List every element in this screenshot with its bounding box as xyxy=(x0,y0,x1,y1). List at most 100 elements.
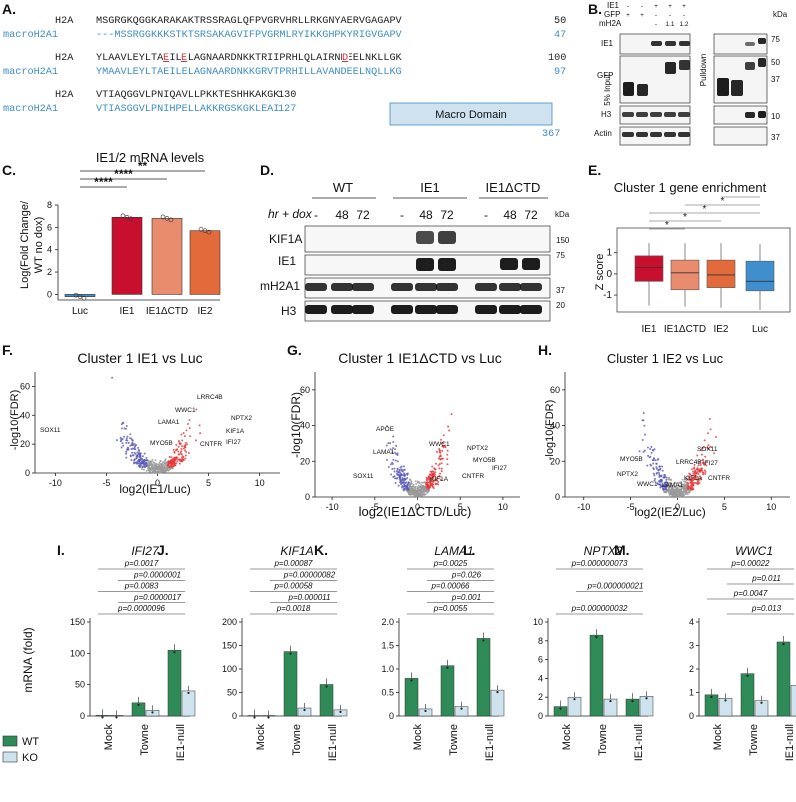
volcano-point xyxy=(672,488,675,491)
volcano-point xyxy=(408,484,411,487)
volcano-point xyxy=(703,439,706,442)
volcano-point xyxy=(668,486,671,489)
volcano-point xyxy=(402,465,405,468)
volcano-point xyxy=(145,456,148,459)
volcano-point xyxy=(683,494,686,497)
volcano-point xyxy=(700,453,703,456)
volcano-point xyxy=(170,467,173,470)
volcano-gene-label: WWC1 xyxy=(429,441,450,448)
b-ie1-sign: + xyxy=(682,3,686,10)
volcano-point xyxy=(703,463,706,466)
point-wt xyxy=(595,636,598,639)
volcano-point xyxy=(412,483,415,486)
volcano-point xyxy=(181,445,184,448)
b-kda: kDa xyxy=(773,10,788,19)
d-marker-37: 37 xyxy=(556,286,565,295)
volcano-point xyxy=(401,470,404,473)
seq-h2a-3-end: 130 xyxy=(278,90,296,101)
point-wt xyxy=(782,642,785,646)
d-band xyxy=(305,305,327,314)
volcano-point xyxy=(667,489,670,492)
volcano-point xyxy=(188,427,191,430)
volcano-point xyxy=(432,486,435,489)
volcano-point xyxy=(147,469,150,472)
volcano-point xyxy=(391,461,394,464)
pval-label: p=0.011 xyxy=(751,574,781,583)
volcano-point xyxy=(428,481,431,484)
volcano-point xyxy=(137,459,140,462)
volcano-point xyxy=(418,481,421,484)
volcano-point xyxy=(120,446,123,449)
volcano-point xyxy=(130,448,133,451)
volcano-point xyxy=(413,492,416,495)
volcano-point xyxy=(425,482,428,485)
volcano-point xyxy=(671,487,674,490)
volcano-point xyxy=(423,487,426,490)
c-point xyxy=(73,292,79,298)
volcano-point xyxy=(119,440,122,443)
panel-h: H. Cluster 1 IE2 vs Luc -log10(FDR) log2… xyxy=(538,342,790,519)
bar-wt xyxy=(319,684,334,717)
d-hr-label: hr + dox xyxy=(268,207,313,221)
volcano-point xyxy=(678,481,681,484)
volcano-point xyxy=(401,486,404,489)
seq-macro-3-name: macroH2A1 xyxy=(3,104,58,115)
volcano-point xyxy=(394,477,397,480)
volcano-point xyxy=(663,484,666,487)
volcano-point xyxy=(424,492,427,495)
volcano-point xyxy=(424,484,427,487)
volcano-point xyxy=(131,451,134,454)
pval-label: p=0.000011 xyxy=(288,593,331,602)
volcano-point xyxy=(664,481,667,484)
volcano-point xyxy=(187,451,190,454)
volcano-point xyxy=(677,484,680,487)
panel-c: C. IE1/2 mRNA levels Log(Fold Change/ WT… xyxy=(2,150,221,317)
bar-wt xyxy=(476,638,491,717)
bar-wt xyxy=(95,715,110,717)
bottom-xtick-label: Mock xyxy=(255,724,267,751)
volcano-point xyxy=(714,435,717,438)
b-band xyxy=(637,84,648,96)
bottom-ytick-label: 50 xyxy=(227,688,237,698)
c-point xyxy=(160,214,166,220)
d-band xyxy=(436,305,458,314)
volcano-point xyxy=(426,481,429,484)
volcano-point xyxy=(162,464,165,467)
e-ytick-label: 0 xyxy=(606,269,612,280)
volcano-point xyxy=(441,449,444,452)
c-ytick-label: 0 xyxy=(47,289,52,299)
volcano-point xyxy=(414,488,417,491)
volcano-point xyxy=(389,463,392,466)
volcano-point xyxy=(672,494,675,497)
volcano-point xyxy=(140,461,143,464)
volcano-point xyxy=(658,474,661,477)
volcano-point xyxy=(447,425,450,428)
volcano-gene-label: MYO5B xyxy=(150,440,173,447)
volcano-point xyxy=(702,473,705,476)
volcano-point xyxy=(673,491,676,494)
volcano-point xyxy=(156,471,159,474)
e-ytick-label: -1 xyxy=(603,290,612,301)
volcano-point xyxy=(437,483,440,486)
volcano-point xyxy=(131,439,134,442)
volcano-point xyxy=(136,462,139,465)
point-wt xyxy=(101,716,104,719)
volcano-point xyxy=(143,458,146,461)
volcano-point xyxy=(446,458,449,461)
volcano-point xyxy=(654,477,657,480)
volcano-point xyxy=(679,488,682,491)
volcano-point xyxy=(646,464,649,467)
volcano-point xyxy=(656,482,659,485)
e-box xyxy=(745,260,775,292)
volcano-point xyxy=(167,469,170,472)
volcano-point xyxy=(650,446,653,449)
volcano-point xyxy=(123,427,126,430)
volcano-point xyxy=(185,450,188,453)
bottom-ytick-label: 8 xyxy=(538,636,543,646)
volcano-point xyxy=(148,462,151,465)
volcano-point xyxy=(145,464,148,467)
seq-macro-2-end: 97 xyxy=(554,67,566,78)
volcano-point xyxy=(707,447,710,450)
volcano-point xyxy=(152,460,155,463)
